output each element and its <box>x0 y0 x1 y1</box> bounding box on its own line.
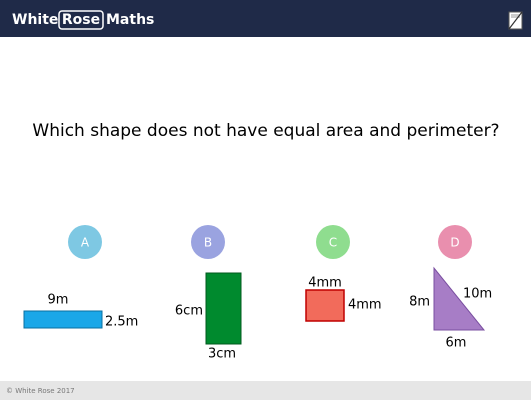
side-label: 4mm <box>308 276 342 291</box>
option-circle <box>438 225 472 259</box>
side-label: 8m <box>409 295 430 310</box>
option-letter: C <box>329 236 337 250</box>
option-circle <box>191 225 225 259</box>
header-bar <box>0 0 531 37</box>
footer: © White Rose 2017 <box>6 387 75 395</box>
question: Which shape does not have equal area and… <box>32 121 499 141</box>
side-label: 2.5m <box>105 315 138 330</box>
logo-middle: Rose <box>62 12 100 28</box>
option-letter: A <box>81 236 90 250</box>
option-letter: D <box>450 236 459 250</box>
side-label: 4mm <box>348 298 382 313</box>
square-c <box>305 289 345 322</box>
footer-bar <box>0 381 531 400</box>
calculator-icon <box>508 11 523 30</box>
side-label: 6m <box>446 336 467 351</box>
side-label: 3cm <box>208 347 236 362</box>
rectangle-a <box>23 310 103 329</box>
option-letter: B <box>204 236 212 250</box>
side-label: 6cm <box>175 304 203 319</box>
logo-last: Maths <box>106 12 154 28</box>
logo-box <box>58 10 104 30</box>
rectangle-b <box>205 272 242 345</box>
side-label: 9m <box>48 293 69 308</box>
option-circle <box>68 225 102 259</box>
logo-first: White <box>12 12 58 28</box>
side-label: 10m <box>463 287 492 302</box>
triangle-d <box>433 266 486 331</box>
option-circle <box>316 225 350 259</box>
